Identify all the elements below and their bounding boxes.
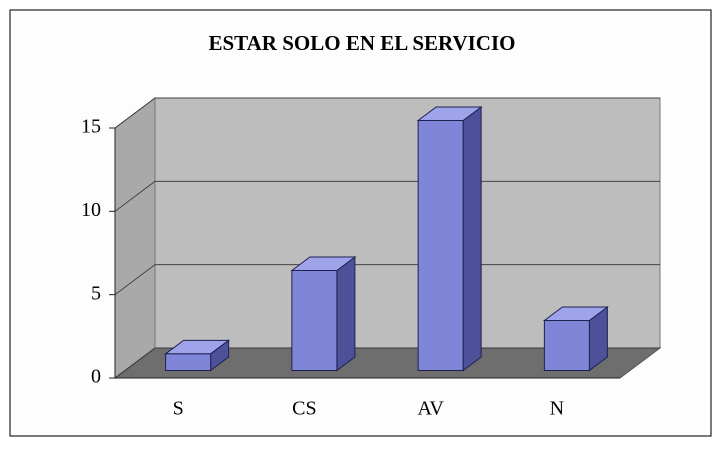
bar-side bbox=[462, 106, 482, 372]
bar-front bbox=[165, 353, 212, 371]
y-tick-label: 5 bbox=[91, 282, 101, 304]
x-tick-label: CS bbox=[292, 398, 316, 420]
x-tick-label: AV bbox=[417, 398, 444, 420]
side-wall bbox=[114, 97, 156, 379]
grid-line bbox=[114, 264, 660, 295]
x-tick-label: N bbox=[550, 398, 564, 420]
bar bbox=[290, 256, 357, 372]
chart-title: ESTAR SOLO EN EL SERVICIO bbox=[209, 31, 516, 55]
y-tick-label: 15 bbox=[81, 116, 101, 138]
grid-line bbox=[114, 97, 660, 129]
y-tick-label: 10 bbox=[81, 199, 101, 221]
bar bbox=[416, 106, 483, 372]
bar-front bbox=[543, 320, 590, 371]
bar bbox=[164, 339, 231, 372]
bar-front bbox=[291, 270, 338, 371]
bar bbox=[542, 306, 609, 372]
x-tick-label: S bbox=[173, 398, 184, 420]
grid-line bbox=[114, 180, 660, 212]
grid-line bbox=[114, 347, 660, 379]
bar-side bbox=[336, 256, 356, 372]
y-tick-label: 0 bbox=[91, 366, 101, 388]
bar-front bbox=[417, 120, 464, 371]
